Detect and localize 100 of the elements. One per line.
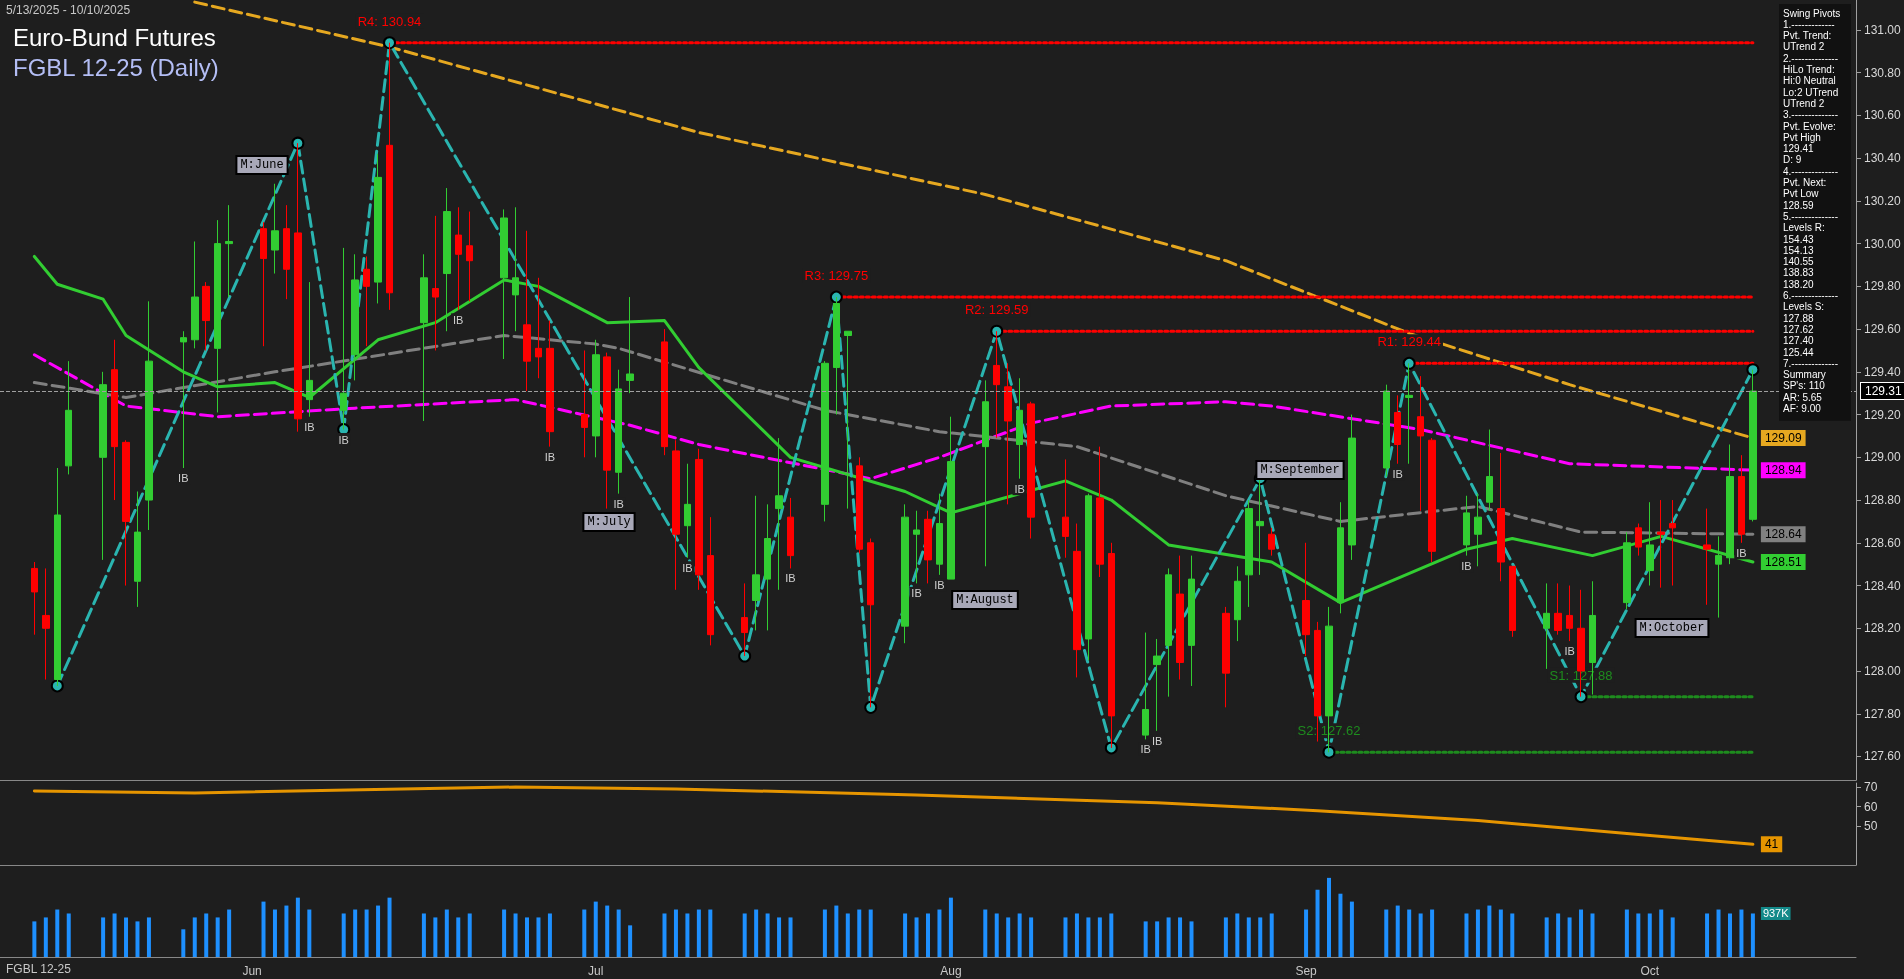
candlestick (202, 281, 210, 351)
annotation: AR: 5.65 (1783, 391, 1823, 403)
annotation: IB (1014, 482, 1025, 495)
annotation: Levels S: (1783, 301, 1825, 313)
annotation: IB (1736, 546, 1747, 559)
y-tick-label: 128.00 (1864, 664, 1902, 679)
bar (1166, 917, 1171, 957)
bar (1418, 913, 1423, 957)
candlestick (1463, 495, 1470, 557)
bar (1659, 909, 1664, 957)
bar (1579, 909, 1584, 957)
candlestick (294, 142, 302, 433)
annotation: IB (178, 472, 189, 484)
bar (1086, 917, 1091, 957)
candlestick (1554, 582, 1562, 636)
y-tick-label: 130.60 (1864, 108, 1902, 123)
annotation: 154.43 (1783, 233, 1815, 245)
bar (387, 897, 392, 957)
candlestick (1073, 523, 1081, 678)
candlestick (1234, 565, 1241, 642)
candlestick (1646, 501, 1654, 587)
bar (903, 913, 908, 957)
bar (857, 909, 862, 957)
annotation: Pvt. Next: (1783, 177, 1827, 188)
bar (421, 913, 426, 957)
bar (1670, 917, 1675, 957)
bar (868, 909, 873, 957)
bar (914, 917, 919, 957)
bar (1739, 909, 1744, 957)
bar (754, 909, 759, 957)
y-tick-label: 129.40 (1864, 364, 1902, 379)
annotation: Summary (1783, 369, 1826, 381)
candlestick (867, 538, 874, 708)
y-tick-label: 130.20 (1864, 193, 1902, 208)
bar (204, 913, 209, 957)
candlestick (1474, 493, 1482, 567)
bar (628, 925, 633, 957)
bar (1487, 905, 1492, 957)
bar (582, 909, 587, 957)
y-tick-label: 129.20 (1864, 407, 1902, 422)
bar (1636, 913, 1641, 957)
candlestick (661, 328, 668, 456)
candlestick (1062, 458, 1069, 559)
bar (456, 917, 461, 957)
annotation: UTrend 2 (1783, 97, 1825, 109)
candlestick (672, 439, 680, 591)
bar (32, 921, 37, 957)
bar (547, 913, 552, 957)
data-label: 128.64 (1764, 527, 1802, 542)
candlestick (1176, 555, 1184, 681)
text: FGBL 12-25 (Daily) (13, 53, 219, 81)
bar (777, 917, 782, 957)
data-label: R4: 130.94 (357, 13, 422, 29)
bar (1304, 909, 1309, 957)
candlestick (523, 230, 531, 392)
candlestick (1417, 375, 1424, 512)
y-tick-label: 129.00 (1864, 450, 1902, 465)
bar (284, 905, 289, 957)
point (1322, 745, 1336, 759)
candlestick (947, 416, 955, 580)
annotation: UTrend 2 (1783, 41, 1825, 53)
data-label: 129.09 (1764, 431, 1802, 446)
candlestick (1669, 499, 1676, 587)
candlestick (1153, 638, 1161, 732)
candlestick (913, 510, 920, 584)
bar (1178, 917, 1183, 957)
annotation: 140.55 (1783, 256, 1815, 268)
candlestick (432, 215, 439, 351)
candlestick (455, 206, 462, 311)
candlestick (603, 352, 611, 510)
candlestick (993, 330, 1000, 439)
candlestick (145, 300, 153, 531)
bar (1624, 909, 1629, 957)
bar (215, 917, 220, 957)
data-label: R1: 129.44 (1377, 334, 1441, 350)
bar (1750, 913, 1755, 957)
text: Euro-Bund Futures (13, 23, 216, 51)
point (990, 324, 1004, 338)
candlestick (54, 467, 61, 687)
candlestick (821, 360, 829, 522)
annotation: Levels R: (1783, 222, 1825, 234)
bar (1326, 877, 1331, 957)
annotation: IB (338, 433, 349, 446)
y-tick-label: 128.40 (1864, 578, 1902, 593)
bar (673, 909, 678, 957)
annotation: 1.------------- (1783, 18, 1835, 30)
candlestick (581, 349, 588, 458)
annotation: 3.-------------- (1783, 109, 1838, 121)
annotation: IB (911, 587, 922, 600)
bar (1716, 909, 1721, 957)
candlestick (1738, 454, 1745, 544)
bar (1727, 913, 1732, 957)
annotation: 125.44 (1783, 346, 1815, 358)
candlestick (752, 495, 760, 631)
annotation: M:September (1260, 463, 1340, 477)
y-tick-label: 50 (1864, 819, 1878, 834)
bar (513, 913, 518, 957)
bar (192, 917, 197, 957)
bar (261, 901, 266, 957)
bar (1269, 913, 1274, 957)
